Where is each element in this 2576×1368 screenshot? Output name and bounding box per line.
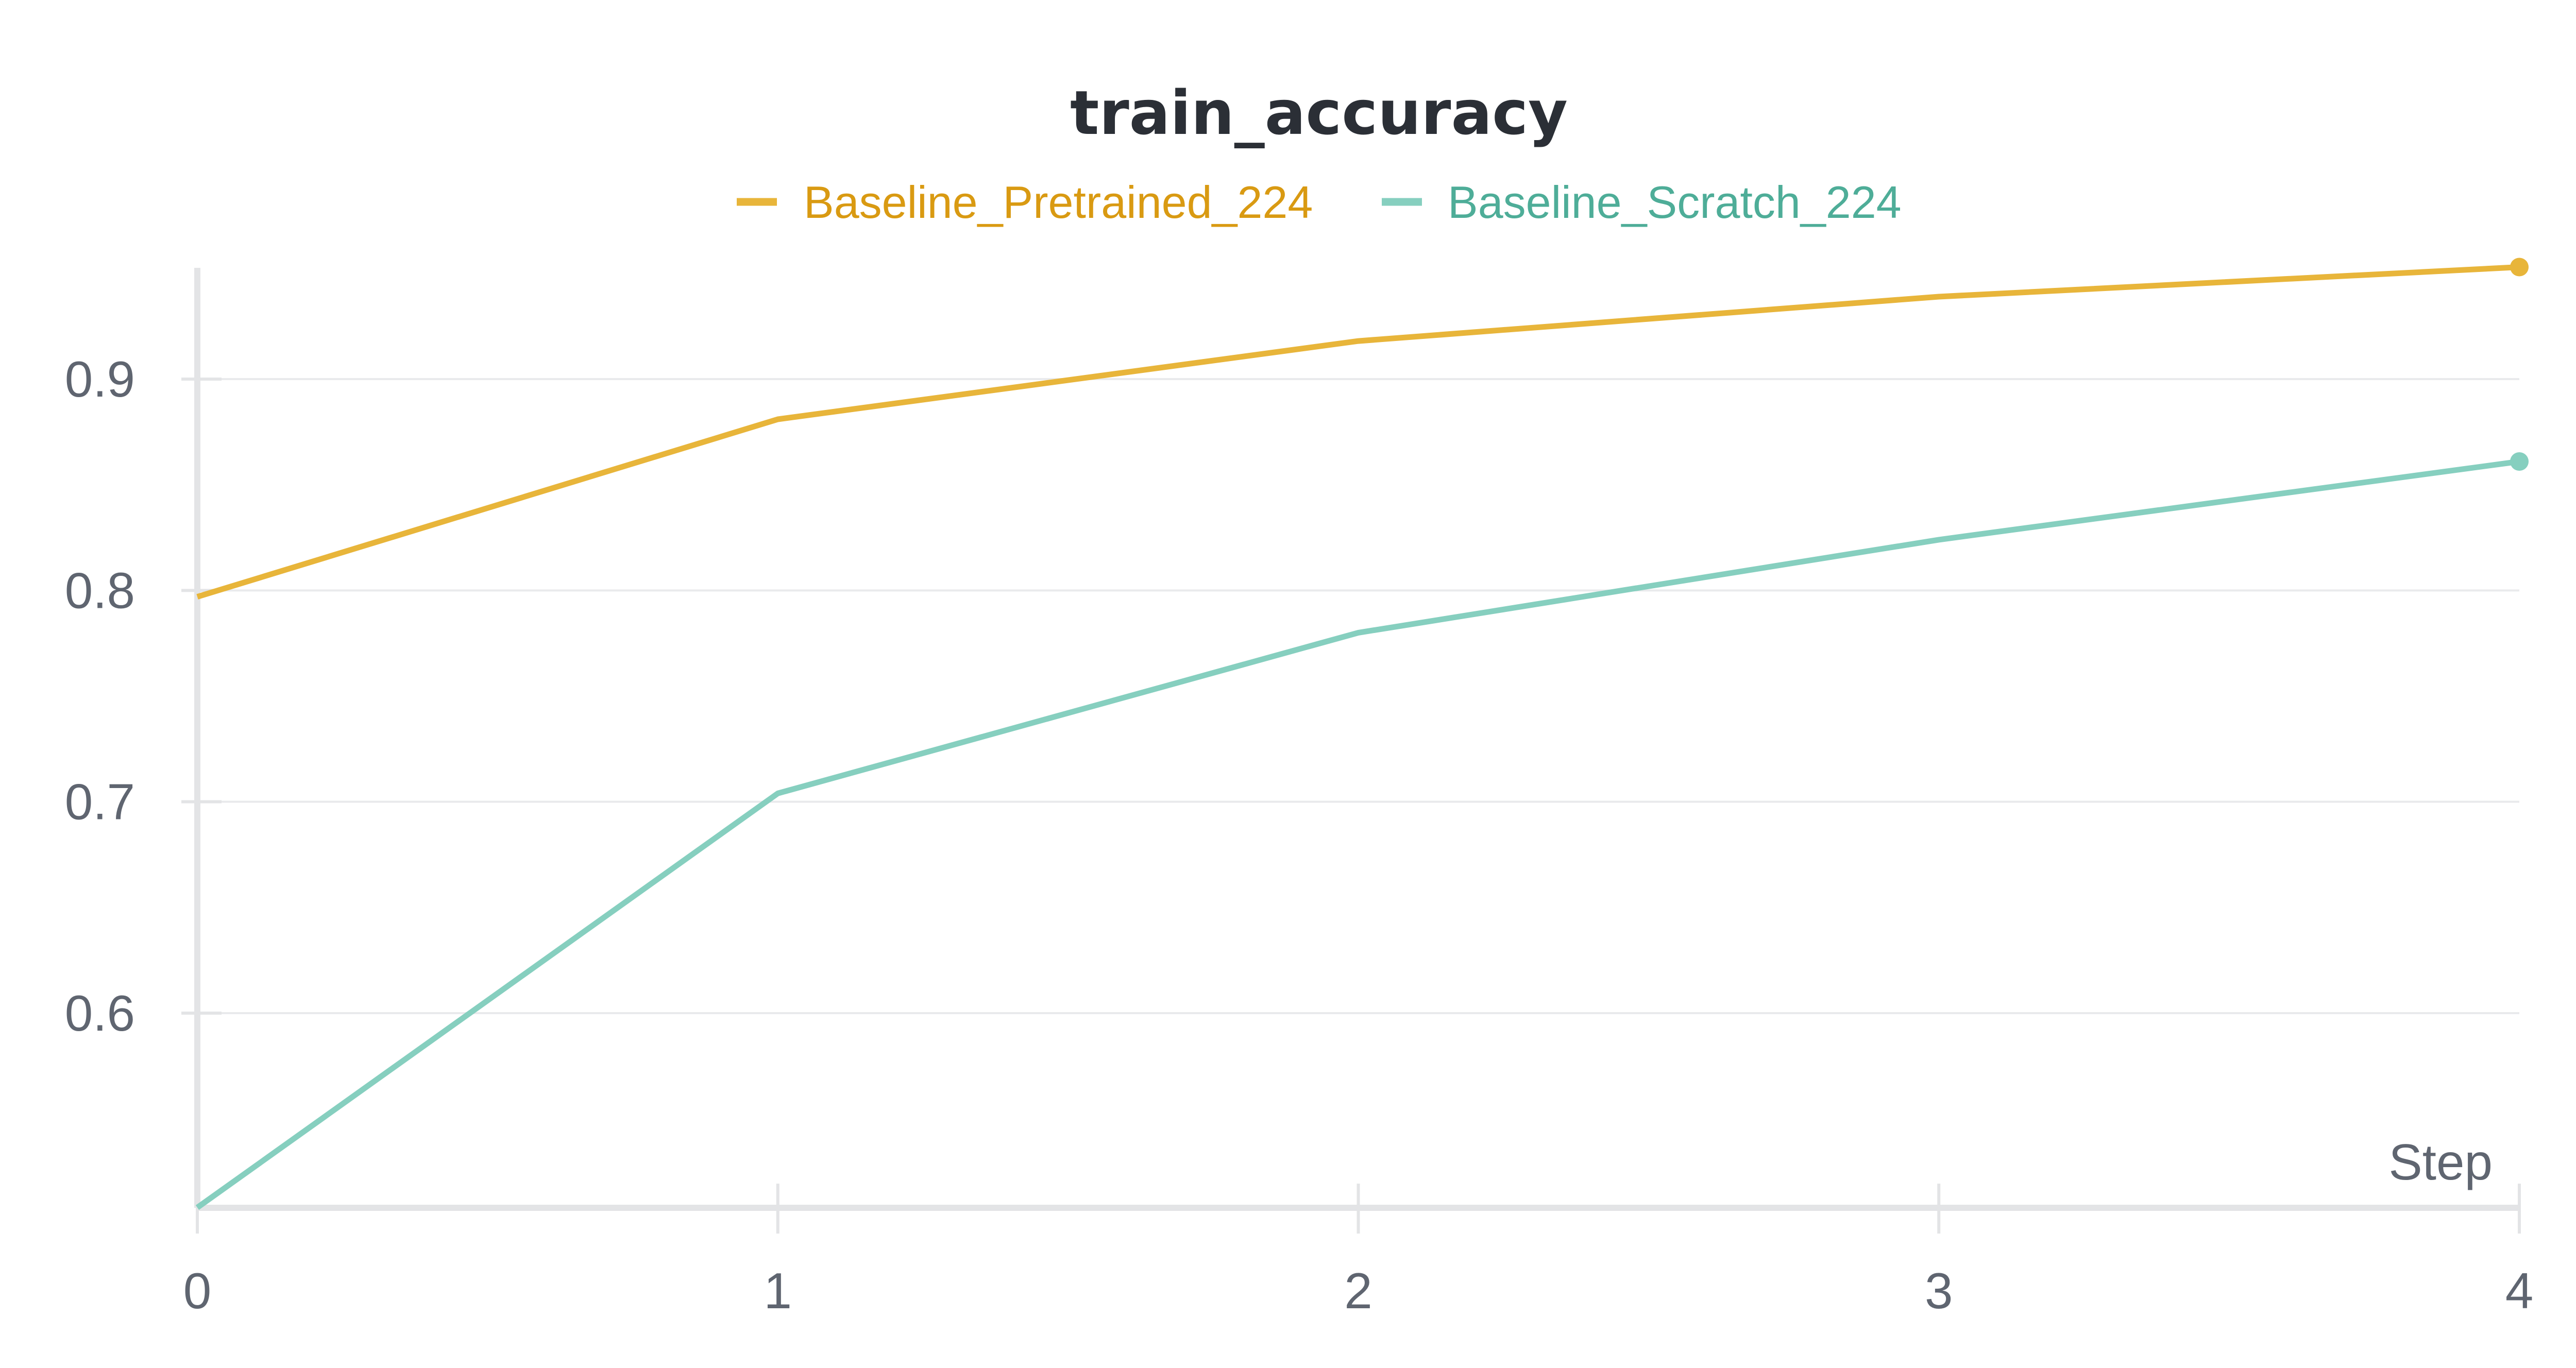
x-axis-title: Step	[2388, 1134, 2493, 1190]
y-tick-label: 0.7	[65, 774, 135, 830]
y-tick-label: 0.8	[65, 562, 135, 619]
x-tick-label: 1	[764, 1262, 792, 1319]
axis-labels: 0.6 0.7 0.8 0.9 0 1 2 3 4 Step	[65, 351, 2533, 1319]
series-line-1	[195, 458, 2520, 1210]
series-line-0	[196, 264, 2520, 600]
x-tick-label: 2	[1344, 1262, 1372, 1319]
legend: Baseline_Pretrained_224 Baseline_Scratch_…	[737, 177, 1902, 228]
series-lines	[195, 258, 2529, 1210]
y-tick-label: 0.9	[65, 351, 135, 407]
series-endpoint-0	[2510, 258, 2529, 277]
axes	[181, 268, 2521, 1234]
legend-label: Baseline_Pretrained_224	[804, 177, 1313, 228]
x-tick-label: 3	[1925, 1262, 1953, 1319]
gridlines	[197, 378, 2519, 1014]
x-tick-label: 0	[183, 1262, 212, 1319]
chart-title: train_accuracy	[1070, 77, 1568, 148]
x-tick-label: 4	[2505, 1262, 2534, 1319]
y-tick-label: 0.6	[65, 985, 135, 1041]
series-endpoint-1	[2510, 452, 2529, 471]
legend-label: Baseline_Scratch_224	[1448, 177, 1902, 228]
